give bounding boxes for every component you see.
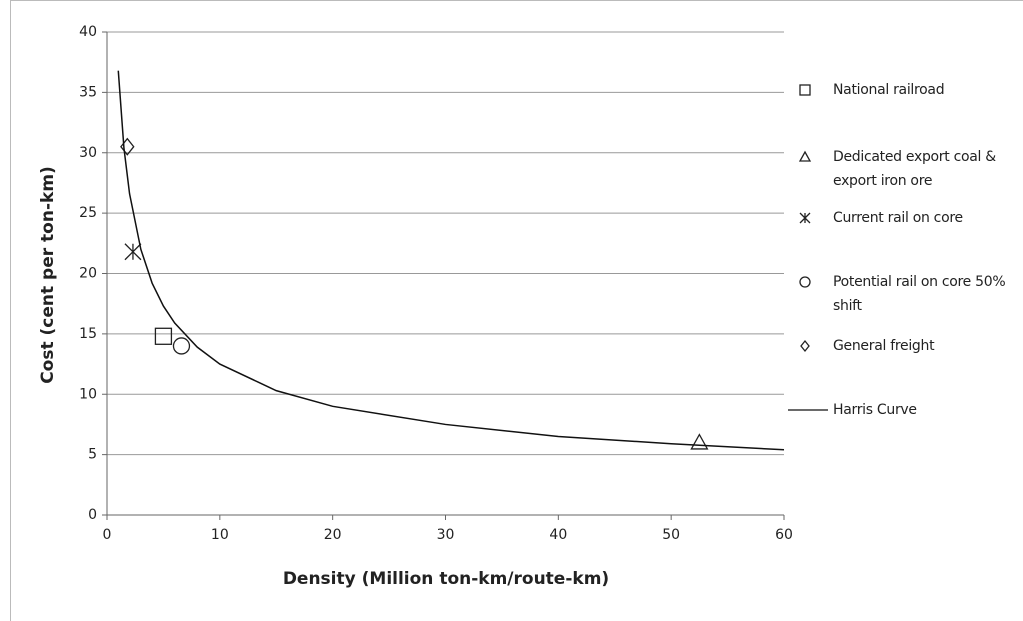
y-tick-label: 20 <box>79 266 97 282</box>
y-tick-label: 30 <box>79 145 97 161</box>
y-tick-label: 35 <box>79 84 97 100</box>
x-tick-label: 50 <box>662 527 680 543</box>
legend-label: Harris Curve <box>833 402 917 418</box>
legend-marker <box>799 84 811 96</box>
x-tick-label: 20 <box>324 527 342 543</box>
legend-marker <box>799 212 811 224</box>
harris-curve <box>117 70 785 451</box>
legend-label: Current rail on core <box>833 210 963 226</box>
x-tick-label: 40 <box>549 527 567 543</box>
y-tick-label: 40 <box>79 24 97 40</box>
x-tick-label: 60 <box>775 527 793 543</box>
data-point <box>124 243 142 261</box>
y-tick-label: 25 <box>79 205 97 221</box>
y-tick-label: 15 <box>79 326 97 342</box>
x-axis-title: Density (Million ton-km/route-km) <box>283 569 609 589</box>
legend-label: Potential rail on core 50% shift <box>833 274 1006 314</box>
y-tick-label: 10 <box>79 386 97 402</box>
legend-label: Dedicated export coal & export iron ore <box>833 149 996 189</box>
data-point <box>172 337 191 355</box>
y-axis-title: Cost (cent per ton-km) <box>38 166 58 384</box>
data-point <box>154 327 173 345</box>
legend-marker <box>799 276 811 288</box>
legend-label: General freight <box>833 338 935 354</box>
x-tick-label: 30 <box>437 527 455 543</box>
data-point <box>690 433 709 450</box>
legend-label: National railroad <box>833 82 945 98</box>
x-tick-label: 10 <box>211 527 229 543</box>
legend-marker <box>800 339 810 353</box>
y-tick-label: 0 <box>88 507 97 523</box>
x-tick-label: 0 <box>103 527 112 543</box>
y-tick-label: 5 <box>88 447 97 463</box>
legend-marker <box>798 150 812 162</box>
